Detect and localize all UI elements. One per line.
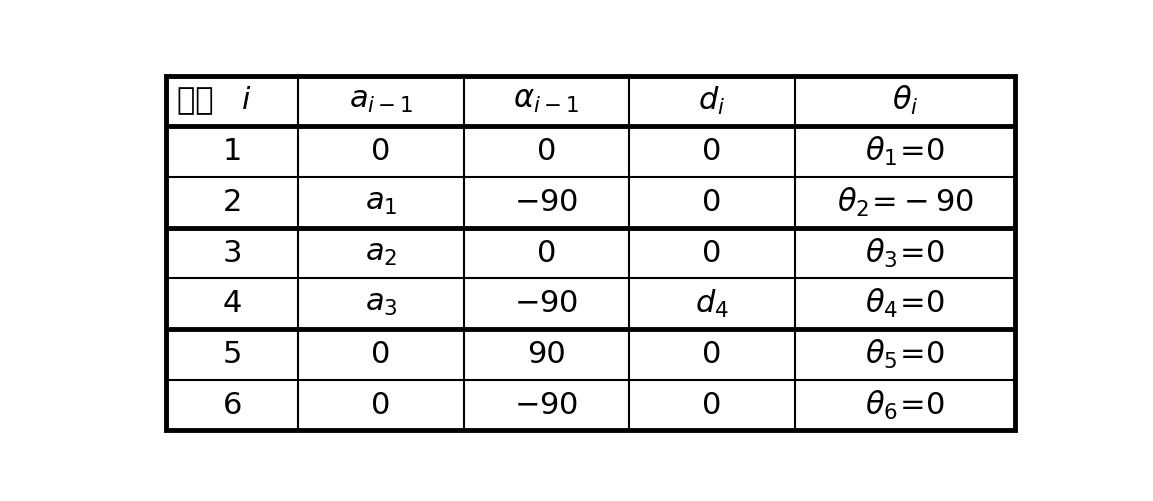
Text: $a_2$: $a_2$ bbox=[364, 238, 397, 268]
Text: 3: 3 bbox=[223, 238, 242, 268]
Text: 0: 0 bbox=[702, 188, 722, 217]
Text: 4: 4 bbox=[223, 289, 242, 318]
Text: $d_i$: $d_i$ bbox=[699, 85, 725, 117]
Text: $\theta_i$: $\theta_i$ bbox=[891, 84, 918, 117]
Text: 90: 90 bbox=[527, 340, 566, 369]
Text: $-90$: $-90$ bbox=[514, 188, 579, 217]
Text: $\alpha_{i-1}$: $\alpha_{i-1}$ bbox=[513, 86, 579, 115]
Text: $a_3$: $a_3$ bbox=[364, 289, 397, 318]
Text: 0: 0 bbox=[536, 238, 556, 268]
Text: 6: 6 bbox=[223, 391, 242, 420]
Text: $\theta_3\!=\!0$: $\theta_3\!=\!0$ bbox=[865, 236, 945, 270]
Text: 0: 0 bbox=[702, 238, 722, 268]
Text: 0: 0 bbox=[702, 340, 722, 369]
Text: 0: 0 bbox=[702, 137, 722, 166]
Text: $-90$: $-90$ bbox=[514, 289, 579, 318]
Text: $a_{i-1}$: $a_{i-1}$ bbox=[348, 86, 413, 115]
Text: $\theta_4\!=\!0$: $\theta_4\!=\!0$ bbox=[865, 287, 945, 320]
Text: $\theta_2\!=\!-90$: $\theta_2\!=\!-90$ bbox=[837, 186, 973, 219]
Text: $i$: $i$ bbox=[241, 86, 251, 115]
Text: $a_1$: $a_1$ bbox=[364, 188, 397, 217]
Text: 0: 0 bbox=[536, 137, 556, 166]
Text: $d_4$: $d_4$ bbox=[695, 288, 729, 320]
Text: 关节: 关节 bbox=[178, 86, 224, 115]
Text: 0: 0 bbox=[702, 391, 722, 420]
Text: $\theta_5\!=\!0$: $\theta_5\!=\!0$ bbox=[865, 338, 945, 371]
Text: 0: 0 bbox=[371, 137, 391, 166]
Text: $-90$: $-90$ bbox=[514, 391, 579, 420]
Text: 1: 1 bbox=[223, 137, 242, 166]
Text: $\theta_6\!=\!0$: $\theta_6\!=\!0$ bbox=[865, 389, 945, 422]
Text: 0: 0 bbox=[371, 391, 391, 420]
Text: 5: 5 bbox=[223, 340, 242, 369]
Text: 0: 0 bbox=[371, 340, 391, 369]
Text: 2: 2 bbox=[223, 188, 242, 217]
Text: $\theta_1\!=\!0$: $\theta_1\!=\!0$ bbox=[865, 135, 945, 168]
